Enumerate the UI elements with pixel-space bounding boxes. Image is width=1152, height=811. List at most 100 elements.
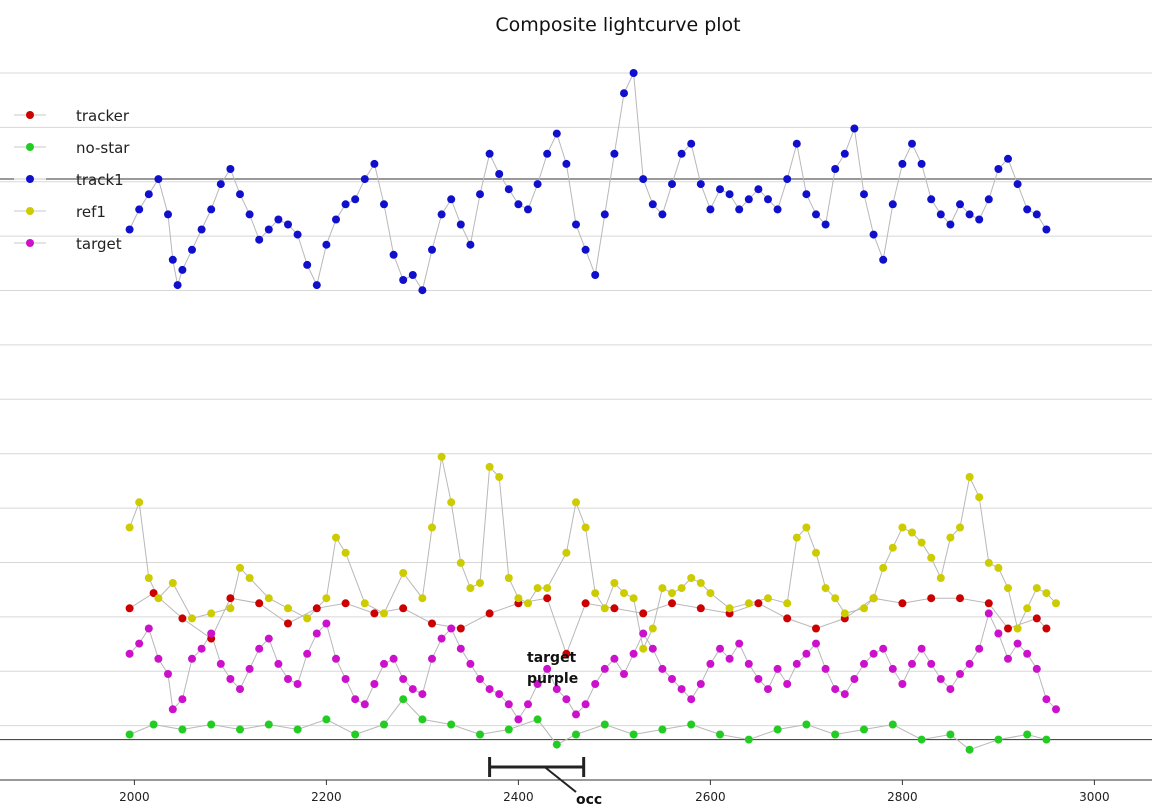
legend-swatch-marker: [26, 143, 34, 151]
point-track1: [418, 286, 427, 295]
point-ref1: [504, 574, 513, 582]
point-ref1: [975, 493, 984, 502]
point-no-star: [946, 730, 955, 739]
point-track1: [821, 220, 830, 229]
point-track1: [917, 159, 926, 168]
point-no-star: [629, 730, 638, 739]
point-no-star: [1042, 735, 1051, 744]
point-target: [812, 639, 820, 648]
point-target: [264, 634, 273, 643]
point-track1: [764, 195, 772, 204]
point-target: [572, 710, 580, 719]
point-track1: [1013, 180, 1022, 189]
point-no-star: [773, 725, 782, 734]
point-track1: [236, 190, 244, 199]
point-target: [620, 670, 628, 678]
point-ref1: [437, 452, 446, 461]
point-ref1: [984, 558, 993, 567]
point-no-star: [207, 720, 216, 729]
legend-swatch-marker: [26, 207, 34, 215]
point-ref1: [543, 584, 552, 593]
point-track1: [936, 210, 945, 219]
series-lines: [129, 71, 1057, 751]
point-target: [341, 675, 350, 683]
point-ref1: [600, 604, 609, 613]
point-ref1: [783, 599, 792, 608]
point-target: [125, 649, 134, 658]
point-track1: [946, 220, 955, 229]
point-ref1: [802, 523, 811, 532]
point-ref1: [898, 523, 907, 532]
point-no-star: [552, 740, 561, 749]
point-target: [869, 649, 878, 658]
series-line-target: [129, 611, 1057, 721]
point-target: [658, 664, 667, 673]
point-track1: [1042, 225, 1051, 234]
point-target: [1013, 639, 1022, 648]
point-track1: [773, 205, 782, 214]
point-ref1: [821, 584, 830, 593]
point-ref1: [879, 563, 888, 572]
point-ref1: [812, 548, 820, 557]
point-target: [293, 680, 302, 688]
point-tracker: [1042, 624, 1051, 633]
point-target: [428, 654, 436, 663]
point-target: [716, 644, 724, 653]
point-target: [284, 675, 292, 683]
point-target: [764, 685, 772, 694]
point-track1: [168, 255, 177, 264]
target-note-line1: target: [527, 650, 577, 666]
point-tracker: [754, 599, 763, 608]
point-track1: [984, 195, 993, 204]
point-ref1: [533, 584, 542, 593]
point-tracker: [1032, 614, 1041, 623]
point-target: [360, 700, 369, 709]
point-tracker: [984, 599, 993, 608]
point-ref1: [135, 498, 144, 507]
point-target: [178, 695, 187, 704]
point-tracker: [956, 594, 964, 603]
point-target: [744, 659, 753, 668]
point-target: [207, 629, 216, 638]
point-track1: [831, 165, 840, 173]
point-track1: [908, 139, 916, 148]
point-track1: [898, 159, 907, 168]
point-track1: [744, 195, 753, 204]
point-no-star: [504, 725, 513, 734]
point-track1: [504, 185, 513, 194]
point-ref1: [125, 523, 134, 532]
point-ref1: [764, 594, 772, 603]
point-track1: [274, 215, 283, 224]
point-target: [370, 680, 379, 688]
point-track1: [610, 149, 619, 158]
point-target: [144, 624, 153, 633]
point-target: [351, 695, 360, 704]
target-note-line2: purple: [527, 671, 578, 687]
point-ref1: [725, 604, 734, 613]
point-target: [495, 690, 504, 699]
point-no-star: [716, 730, 724, 739]
point-no-star: [744, 735, 753, 744]
point-no-star: [533, 715, 542, 724]
point-no-star: [322, 715, 331, 724]
point-tracker: [562, 649, 571, 658]
point-ref1: [831, 594, 840, 603]
point-ref1: [840, 609, 849, 618]
point-ref1: [1004, 584, 1012, 593]
point-target: [629, 649, 638, 658]
point-target: [485, 685, 494, 694]
point-target: [696, 680, 705, 688]
point-track1: [1023, 205, 1032, 214]
gridlines: [0, 72, 1152, 781]
x-axis-ticks: 2000 2200 2400 2600 2800 3000: [119, 780, 1110, 804]
point-ref1: [869, 594, 878, 603]
point-track1: [173, 281, 182, 290]
point-tracker: [485, 609, 494, 618]
point-no-star: [572, 730, 580, 739]
point-no-star: [658, 725, 667, 734]
point-track1: [629, 69, 638, 77]
point-target: [908, 659, 916, 668]
point-tracker: [898, 599, 907, 608]
point-target: [687, 695, 696, 704]
point-ref1: [144, 574, 153, 582]
